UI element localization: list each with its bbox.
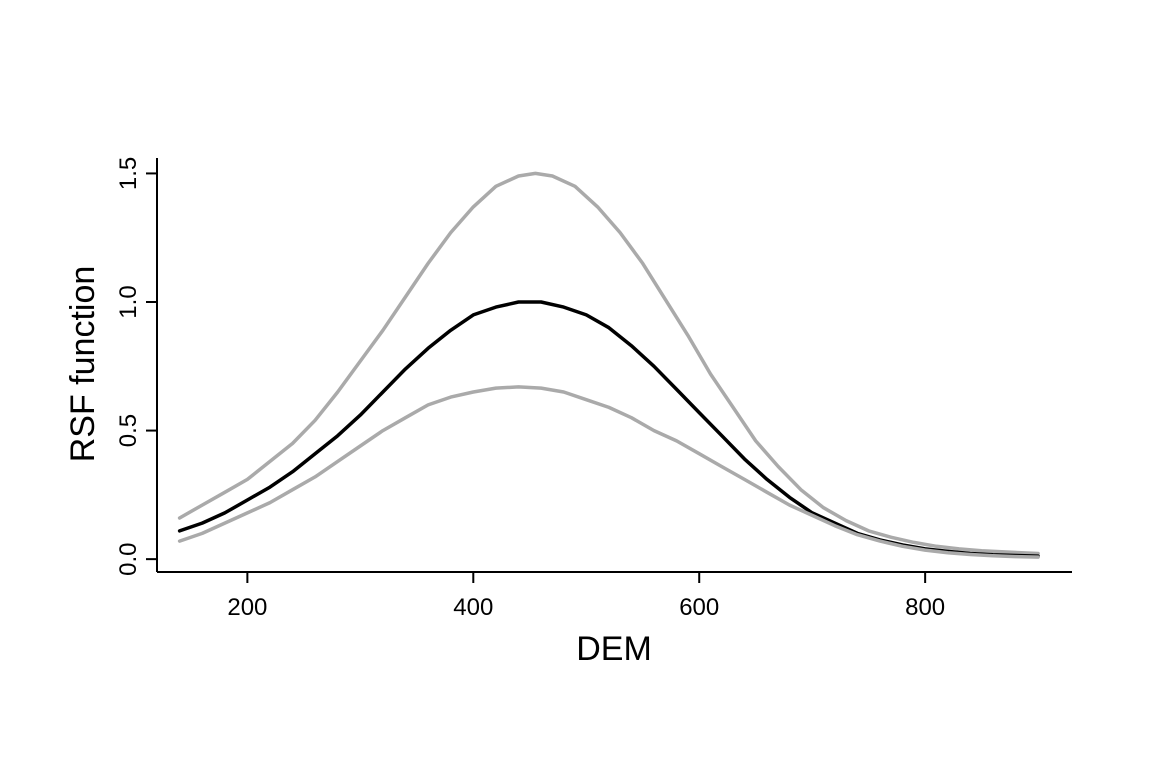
x-tick-label: 800: [905, 594, 945, 621]
series-line-upper-bound: [177, 171, 1040, 556]
x-axis-title: DEM: [576, 630, 652, 668]
y-axis-ticks: 0.0 0.5 1.0 1.5: [115, 157, 157, 576]
y-tick-label: 0.5: [115, 414, 142, 447]
y-axis-title: RSF function: [64, 266, 102, 463]
y-tick-label: 0.0: [115, 542, 142, 575]
y-tick-label: 1.0: [115, 285, 142, 318]
x-axis-ticks: 200 400 600 800: [227, 572, 945, 621]
y-tick-label: 1.5: [115, 157, 142, 190]
series-layer: [177, 171, 1040, 559]
x-tick-label: 600: [679, 594, 719, 621]
series-line-lower-bound: [177, 385, 1040, 559]
x-tick-label: 200: [227, 594, 267, 621]
x-tick-label: 400: [453, 594, 493, 621]
